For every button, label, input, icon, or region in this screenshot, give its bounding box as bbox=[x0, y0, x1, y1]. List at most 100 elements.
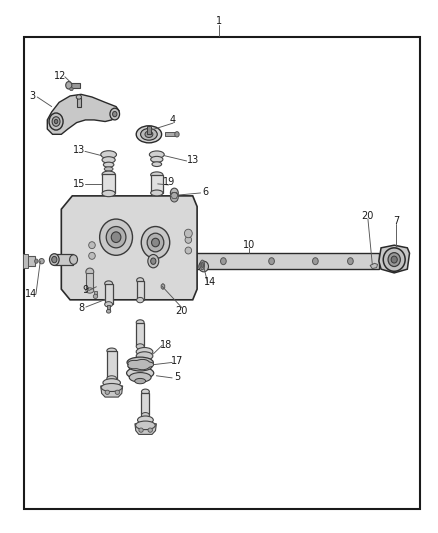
Bar bbox=[107, 351, 117, 379]
Ellipse shape bbox=[137, 278, 144, 283]
Ellipse shape bbox=[127, 357, 153, 368]
Ellipse shape bbox=[136, 421, 155, 430]
Ellipse shape bbox=[70, 255, 78, 264]
Ellipse shape bbox=[151, 258, 156, 264]
Ellipse shape bbox=[388, 253, 400, 266]
Ellipse shape bbox=[102, 157, 115, 163]
Ellipse shape bbox=[93, 294, 98, 298]
Ellipse shape bbox=[129, 373, 151, 382]
Ellipse shape bbox=[170, 188, 178, 198]
Polygon shape bbox=[161, 284, 165, 289]
Ellipse shape bbox=[136, 344, 144, 349]
Ellipse shape bbox=[106, 309, 111, 313]
Ellipse shape bbox=[70, 87, 73, 91]
Bar bbox=[107, 305, 110, 311]
Bar bbox=[147, 126, 151, 134]
Bar bbox=[53, 254, 73, 265]
Bar bbox=[151, 175, 163, 192]
Ellipse shape bbox=[105, 390, 110, 394]
Text: 9: 9 bbox=[82, 286, 88, 295]
Ellipse shape bbox=[76, 95, 81, 99]
Ellipse shape bbox=[137, 297, 144, 303]
Polygon shape bbox=[135, 424, 156, 434]
Ellipse shape bbox=[200, 260, 205, 270]
Ellipse shape bbox=[149, 151, 164, 158]
Text: 18: 18 bbox=[160, 341, 173, 350]
Ellipse shape bbox=[348, 258, 353, 265]
Text: 12: 12 bbox=[54, 71, 67, 80]
Ellipse shape bbox=[151, 172, 163, 178]
Ellipse shape bbox=[35, 259, 38, 263]
Bar bbox=[25, 256, 35, 266]
Text: 4: 4 bbox=[170, 115, 176, 125]
Text: 1: 1 bbox=[216, 17, 222, 26]
Ellipse shape bbox=[141, 389, 149, 394]
Bar bbox=[137, 281, 144, 300]
Bar bbox=[23, 254, 28, 268]
Ellipse shape bbox=[52, 256, 57, 263]
Ellipse shape bbox=[141, 128, 157, 140]
Ellipse shape bbox=[103, 162, 114, 167]
Ellipse shape bbox=[201, 262, 203, 268]
Ellipse shape bbox=[102, 171, 115, 177]
Text: 13: 13 bbox=[73, 146, 85, 155]
Ellipse shape bbox=[138, 416, 153, 424]
Text: 14: 14 bbox=[204, 278, 216, 287]
Ellipse shape bbox=[313, 258, 318, 265]
Ellipse shape bbox=[39, 259, 44, 264]
Ellipse shape bbox=[136, 126, 162, 143]
Ellipse shape bbox=[152, 238, 159, 247]
Text: 6: 6 bbox=[202, 187, 208, 197]
Ellipse shape bbox=[86, 268, 94, 276]
Ellipse shape bbox=[88, 253, 95, 259]
Ellipse shape bbox=[136, 348, 153, 356]
Ellipse shape bbox=[185, 237, 192, 243]
Bar bbox=[67, 83, 80, 88]
Ellipse shape bbox=[100, 219, 132, 255]
Ellipse shape bbox=[141, 413, 149, 418]
Ellipse shape bbox=[101, 151, 117, 158]
Ellipse shape bbox=[105, 281, 113, 286]
Ellipse shape bbox=[107, 348, 117, 353]
Ellipse shape bbox=[170, 192, 178, 202]
Ellipse shape bbox=[52, 117, 60, 126]
Ellipse shape bbox=[106, 227, 126, 248]
Ellipse shape bbox=[175, 132, 179, 137]
Text: 5: 5 bbox=[174, 373, 180, 382]
Ellipse shape bbox=[115, 390, 120, 394]
Bar bbox=[105, 284, 113, 304]
Ellipse shape bbox=[135, 378, 145, 384]
Ellipse shape bbox=[141, 227, 170, 259]
Text: 13: 13 bbox=[187, 155, 199, 165]
Ellipse shape bbox=[151, 156, 163, 163]
Bar bbox=[77, 98, 81, 107]
Bar bbox=[141, 393, 149, 415]
Polygon shape bbox=[61, 196, 197, 300]
Ellipse shape bbox=[104, 167, 113, 171]
Ellipse shape bbox=[101, 384, 122, 391]
Ellipse shape bbox=[113, 111, 117, 117]
Text: 15: 15 bbox=[73, 179, 85, 189]
Ellipse shape bbox=[88, 242, 95, 248]
Polygon shape bbox=[47, 94, 119, 134]
Bar bbox=[94, 291, 97, 296]
Text: 20: 20 bbox=[176, 306, 188, 316]
Ellipse shape bbox=[111, 232, 121, 243]
Ellipse shape bbox=[147, 233, 164, 252]
Ellipse shape bbox=[49, 254, 59, 265]
Ellipse shape bbox=[148, 428, 152, 432]
Polygon shape bbox=[101, 386, 123, 397]
Ellipse shape bbox=[136, 320, 144, 325]
Ellipse shape bbox=[102, 190, 115, 197]
Ellipse shape bbox=[105, 302, 113, 307]
Bar bbox=[165, 132, 177, 136]
Bar bbox=[24, 37, 420, 509]
Ellipse shape bbox=[49, 113, 63, 130]
Bar bbox=[86, 273, 93, 290]
Bar bbox=[136, 323, 144, 346]
Polygon shape bbox=[379, 245, 410, 273]
Ellipse shape bbox=[148, 255, 159, 268]
Ellipse shape bbox=[391, 256, 397, 263]
Text: 17: 17 bbox=[171, 357, 184, 366]
Text: 19: 19 bbox=[162, 177, 175, 187]
